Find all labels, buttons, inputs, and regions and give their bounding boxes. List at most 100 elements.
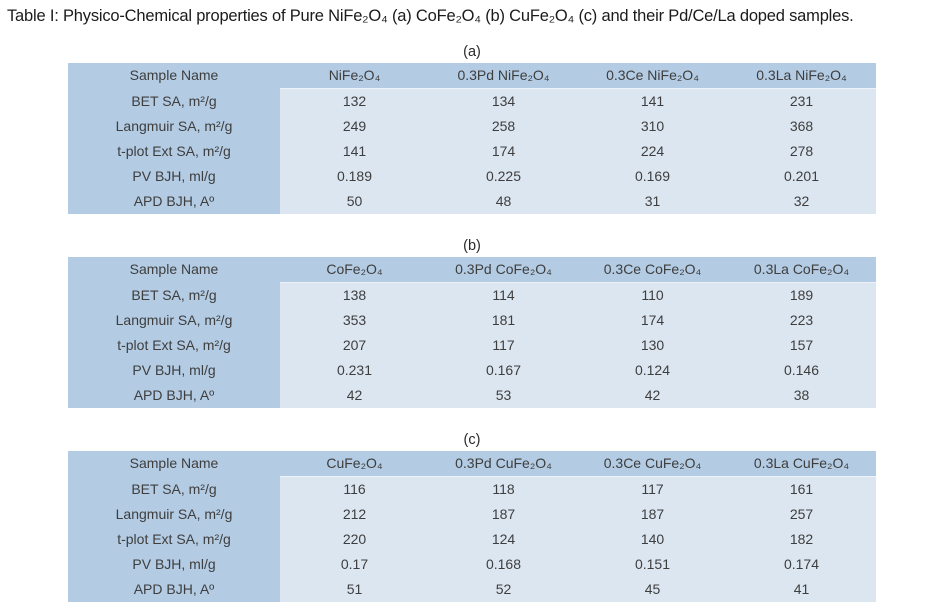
value-cell: 0.146: [727, 357, 876, 383]
header-cell: 0.3La NiFe₂O₄: [727, 62, 876, 89]
header-cell: Sample Name: [68, 256, 280, 283]
table-body: BET SA, m²/g 116 118 117 161 Langmuir SA, m²/…: [68, 476, 876, 602]
table-block-a: (a) Sample Name NiFe₂O₄ 0.3Pd NiFe₂O₄ 0.3Ce …: [68, 44, 876, 214]
table-row: t-plot Ext SA, m²/g 141 174 224 278: [68, 138, 876, 164]
header-cell: CoFe₂O₄: [280, 256, 429, 283]
value-cell: 38: [727, 382, 876, 408]
table-row: Langmuir SA, m²/g 353 181 174 223: [68, 307, 876, 333]
value-cell: 368: [727, 113, 876, 139]
table-sublabel-c: (c): [463, 431, 481, 448]
row-label-cell: t-plot Ext SA, m²/g: [68, 138, 280, 164]
table-row: t-plot Ext SA, m²/g 220 124 140 182: [68, 526, 876, 552]
value-cell: 0.169: [578, 163, 727, 189]
row-label-cell: Langmuir SA, m²/g: [68, 307, 280, 333]
value-cell: 0.168: [429, 551, 578, 577]
value-cell: 0.151: [578, 551, 727, 577]
value-cell: 189: [727, 282, 876, 308]
header-cell: 0.3Pd NiFe₂O₄: [429, 62, 578, 89]
header-cell: 0.3Ce CuFe₂O₄: [578, 450, 727, 477]
value-cell: 138: [280, 282, 429, 308]
header-cell: 0.3Ce NiFe₂O₄: [578, 62, 727, 89]
value-cell: 140: [578, 526, 727, 552]
value-cell: 50: [280, 188, 429, 214]
value-cell: 223: [727, 307, 876, 333]
value-cell: 117: [578, 476, 727, 502]
table-row: t-plot Ext SA, m²/g 207 117 130 157: [68, 332, 876, 358]
value-cell: 0.17: [280, 551, 429, 577]
value-cell: 31: [578, 188, 727, 214]
value-cell: 224: [578, 138, 727, 164]
properties-table-c: Sample Name CuFe₂O₄ 0.3Pd CuFe₂O₄ 0.3Ce CuF…: [68, 450, 876, 602]
row-label-cell: BET SA, m²/g: [68, 88, 280, 114]
value-cell: 116: [280, 476, 429, 502]
header-cell: Sample Name: [68, 450, 280, 477]
header-row: Sample Name CoFe₂O₄ 0.3Pd CoFe₂O₄ 0.3Ce CoF…: [68, 256, 876, 283]
value-cell: 51: [280, 576, 429, 602]
table-block-b: (b) Sample Name CoFe₂O₄ 0.3Pd CoFe₂O₄ 0.3Ce …: [68, 238, 876, 408]
header-cell: 0.3Pd CoFe₂O₄: [429, 256, 578, 283]
value-cell: 132: [280, 88, 429, 114]
table-row: APD BJH, Aº 51 52 45 41: [68, 576, 876, 602]
value-cell: 212: [280, 501, 429, 527]
value-cell: 130: [578, 332, 727, 358]
row-label-cell: t-plot Ext SA, m²/g: [68, 332, 280, 358]
row-label-cell: Langmuir SA, m²/g: [68, 501, 280, 527]
value-cell: 310: [578, 113, 727, 139]
value-cell: 32: [727, 188, 876, 214]
value-cell: 231: [727, 88, 876, 114]
table-row: PV BJH, ml/g 0.189 0.225 0.169 0.201: [68, 163, 876, 189]
table-block-c: (c) Sample Name CuFe₂O₄ 0.3Pd CuFe₂O₄ 0.3Ce …: [68, 432, 876, 602]
value-cell: 141: [578, 88, 727, 114]
value-cell: 48: [429, 188, 578, 214]
table-body: BET SA, m²/g 138 114 110 189 Langmuir SA, m²/…: [68, 282, 876, 408]
value-cell: 0.189: [280, 163, 429, 189]
value-cell: 174: [429, 138, 578, 164]
value-cell: 257: [727, 501, 876, 527]
header-cell: 0.3Pd CuFe₂O₄: [429, 450, 578, 477]
value-cell: 249: [280, 113, 429, 139]
table-sublabel-b: (b): [463, 237, 481, 254]
value-cell: 41: [727, 576, 876, 602]
row-label-cell: APD BJH, Aº: [68, 188, 280, 214]
value-cell: 45: [578, 576, 727, 602]
row-label-cell: t-plot Ext SA, m²/g: [68, 526, 280, 552]
value-cell: 134: [429, 88, 578, 114]
value-cell: 114: [429, 282, 578, 308]
value-cell: 174: [578, 307, 727, 333]
table-sublabel-a: (a): [463, 43, 481, 60]
table-row: PV BJH, ml/g 0.17 0.168 0.151 0.174: [68, 551, 876, 577]
row-label-cell: PV BJH, ml/g: [68, 551, 280, 577]
header-row: Sample Name NiFe₂O₄ 0.3Pd NiFe₂O₄ 0.3Ce NiF…: [68, 62, 876, 89]
value-cell: 118: [429, 476, 578, 502]
properties-table-a: Sample Name NiFe₂O₄ 0.3Pd NiFe₂O₄ 0.3Ce NiF…: [68, 62, 876, 214]
table-header: Sample Name CoFe₂O₄ 0.3Pd CoFe₂O₄ 0.3Ce CoF…: [68, 256, 876, 283]
value-cell: 0.174: [727, 551, 876, 577]
table-body: BET SA, m²/g 132 134 141 231 Langmuir SA, m²/…: [68, 88, 876, 214]
properties-table-b: Sample Name CoFe₂O₄ 0.3Pd CoFe₂O₄ 0.3Ce CoF…: [68, 256, 876, 408]
value-cell: 117: [429, 332, 578, 358]
header-cell: 0.3La CoFe₂O₄: [727, 256, 876, 283]
row-label-cell: Langmuir SA, m²/g: [68, 113, 280, 139]
value-cell: 258: [429, 113, 578, 139]
value-cell: 157: [727, 332, 876, 358]
value-cell: 53: [429, 382, 578, 408]
value-cell: 353: [280, 307, 429, 333]
value-cell: 220: [280, 526, 429, 552]
value-cell: 181: [429, 307, 578, 333]
table-row: BET SA, m²/g 116 118 117 161: [68, 476, 876, 502]
value-cell: 0.231: [280, 357, 429, 383]
row-label-cell: APD BJH, Aº: [68, 576, 280, 602]
value-cell: 42: [578, 382, 727, 408]
value-cell: 207: [280, 332, 429, 358]
header-cell: 0.3La CuFe₂O₄: [727, 450, 876, 477]
value-cell: 278: [727, 138, 876, 164]
table-row: Langmuir SA, m²/g 212 187 187 257: [68, 501, 876, 527]
value-cell: 0.225: [429, 163, 578, 189]
table-header: Sample Name CuFe₂O₄ 0.3Pd CuFe₂O₄ 0.3Ce CuF…: [68, 450, 876, 477]
row-label-cell: PV BJH, ml/g: [68, 357, 280, 383]
value-cell: 42: [280, 382, 429, 408]
table-row: BET SA, m²/g 138 114 110 189: [68, 282, 876, 308]
header-cell: Sample Name: [68, 62, 280, 89]
value-cell: 52: [429, 576, 578, 602]
tables-container: (a) Sample Name NiFe₂O₄ 0.3Pd NiFe₂O₄ 0.3Ce …: [68, 44, 876, 602]
